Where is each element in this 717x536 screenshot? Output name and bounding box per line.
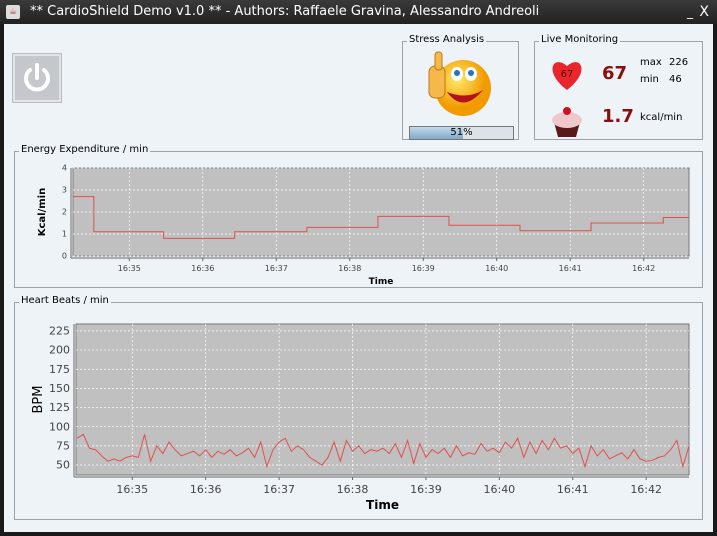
heart-beats-panel: Heart Beats / min: [14, 295, 703, 520]
plot-area: [75, 323, 690, 476]
x-tick-label: 16:40: [485, 264, 508, 273]
bpm-value: 67: [602, 63, 628, 84]
x-tick-label: 16:37: [265, 264, 288, 273]
x-tick-label: 16:38: [337, 483, 369, 496]
energy-panel-title: Energy Expenditure / min: [19, 144, 151, 155]
y-tick-label: 1: [62, 230, 67, 239]
power-icon: [24, 63, 50, 92]
live-monitoring-title: Live Monitoring: [539, 34, 621, 45]
kcal-unit: kcal/min: [640, 112, 683, 123]
stress-progress-fill: [410, 127, 463, 139]
data-line: [73, 196, 689, 239]
stress-analysis-panel: Stress Analysis 51%: [402, 34, 519, 140]
close-button[interactable]: X: [699, 4, 709, 20]
live-monitoring-panel: Live Monitoring 67 67 max 226 min 46 1.7…: [534, 34, 703, 140]
title-bar: ☕ ** CardioShield Demo v1.0 ** - Authors…: [0, 0, 717, 24]
data-line: [76, 433, 690, 469]
energy-expenditure-panel: Energy Expenditure / min: [14, 144, 703, 288]
y-tick-label: 100: [49, 420, 70, 433]
x-axis-label: Time: [369, 277, 394, 287]
power-button[interactable]: [12, 53, 62, 103]
kcal-value: 1.7: [602, 106, 634, 127]
stress-progress-bar: 51%: [409, 126, 514, 140]
thumbs-up-smiley-icon: [428, 51, 491, 116]
x-tick-label: 16:36: [190, 483, 222, 496]
y-tick-label: 50: [56, 459, 70, 472]
x-tick-label: 16:41: [559, 264, 582, 273]
y-tick-label: 2: [62, 208, 67, 217]
x-tick-label: 16:39: [412, 264, 435, 273]
x-tick-label: 16:41: [557, 483, 589, 496]
y-tick-label: 175: [49, 363, 70, 376]
x-tick-label: 16:38: [338, 264, 361, 273]
y-tick-label: 0: [62, 252, 67, 261]
heart-panel-title: Heart Beats / min: [19, 295, 111, 306]
x-axis-label: Time: [366, 498, 399, 512]
y-tick-label: 200: [49, 344, 70, 357]
heart-icon-value: 67: [561, 69, 574, 80]
y-tick-label: 75: [56, 440, 70, 453]
x-tick-label: 16:42: [630, 483, 662, 496]
y-tick-label: 4: [62, 164, 67, 173]
stress-progress-label: 51%: [450, 127, 473, 138]
y-tick-label: 225: [49, 325, 70, 338]
x-tick-label: 16:37: [263, 483, 295, 496]
y-tick-label: 125: [49, 401, 70, 414]
x-tick-label: 16:36: [191, 264, 214, 273]
max-label: max: [640, 57, 662, 68]
java-app-icon: ☕: [6, 5, 20, 19]
x-tick-label: 16:35: [118, 264, 141, 273]
y-tick-label: 150: [49, 382, 70, 395]
heart-icon: 67: [552, 62, 582, 90]
y-axis-label: BPM: [31, 386, 46, 414]
window-title: ** CardioShield Demo v1.0 ** - Authors: …: [30, 4, 540, 19]
x-tick-label: 16:39: [410, 483, 442, 496]
x-tick-label: 16:35: [116, 483, 148, 496]
minimize-button[interactable]: _: [687, 5, 693, 19]
x-tick-label: 16:42: [632, 264, 655, 273]
max-value: 226: [669, 57, 689, 68]
min-label: min: [640, 74, 659, 85]
cupcake-icon: [552, 107, 582, 137]
min-value: 46: [669, 74, 682, 85]
x-tick-label: 16:40: [483, 483, 515, 496]
y-axis-label: Kcal/min: [37, 188, 48, 236]
stress-analysis-title: Stress Analysis: [407, 34, 487, 45]
y-tick-label: 3: [62, 186, 67, 195]
